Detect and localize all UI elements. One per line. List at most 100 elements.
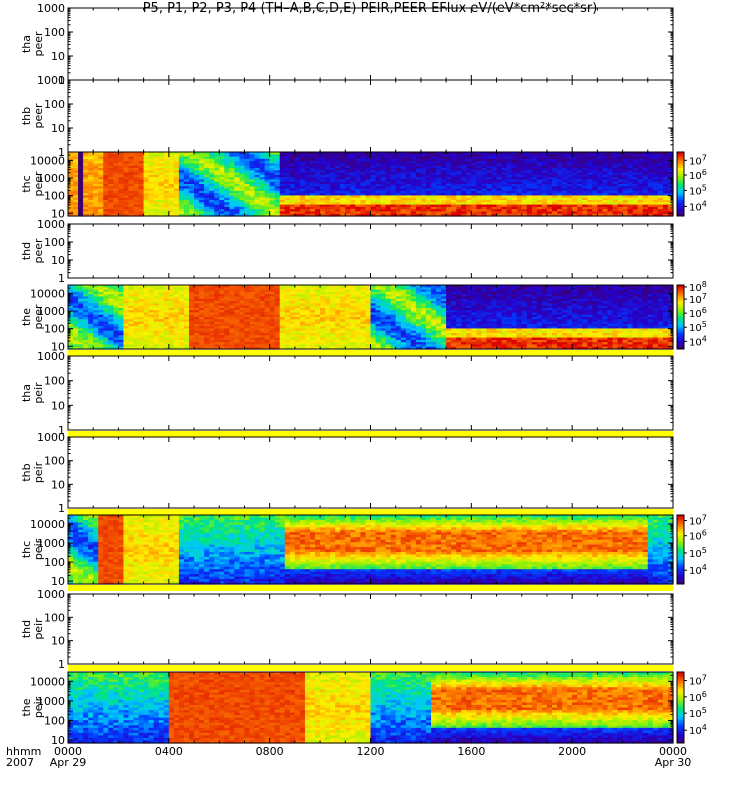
spectrogram-cell (451, 174, 457, 178)
spectrogram-cell (229, 165, 235, 169)
spectrogram-cell (178, 190, 185, 194)
spectrogram-cell (431, 168, 437, 171)
spectrogram-cell (279, 213, 286, 217)
spectrogram-cell (249, 202, 256, 206)
colorbar-exponent: 7 (702, 153, 707, 162)
spectrogram-cell (239, 152, 246, 155)
spectrogram-cell (400, 179, 407, 183)
spectrogram-cell (360, 152, 367, 155)
spectrogram-cell (375, 193, 382, 197)
spectrogram-cell (431, 206, 437, 210)
spectrogram-cell (461, 181, 467, 185)
spectrogram-cell (436, 163, 442, 167)
spectrogram-cell (83, 190, 89, 194)
spectrogram-cell (264, 202, 271, 206)
spectrogram-cell (158, 184, 165, 187)
spectrogram-cell (103, 188, 109, 192)
spectrogram-cell (294, 172, 301, 176)
spectrogram-cell (259, 170, 266, 174)
spectrogram-cell (476, 193, 483, 197)
spectrogram-cell (466, 190, 472, 194)
spectrogram-cell (486, 184, 493, 187)
spectrogram-cell (320, 181, 326, 185)
spectrogram-cell (415, 206, 422, 210)
spectrogram-cell (189, 177, 195, 181)
spectrogram-cell (229, 193, 235, 197)
spectrogram-cell (340, 170, 346, 174)
spectrogram-cell (148, 184, 155, 187)
spectrogram-cell (431, 161, 437, 165)
spectrogram-cell (294, 190, 301, 194)
spectrogram-cell (420, 184, 427, 187)
spectrogram-cell (229, 190, 235, 194)
spectrogram-cell (310, 211, 316, 215)
spectrogram-cell (284, 172, 291, 176)
spectrogram-cell (158, 200, 165, 203)
spectrogram-cell (158, 211, 165, 215)
spectrogram-cell (73, 158, 79, 162)
spectrogram-cell (370, 165, 377, 169)
spectrogram-cell (148, 174, 155, 178)
spectrogram-cell (340, 204, 346, 208)
spectrogram-cell (254, 161, 261, 165)
spectrogram-cell (299, 211, 306, 215)
spectrogram-cell (219, 202, 225, 206)
spectrogram-cell (254, 195, 261, 199)
spectrogram-cell (481, 195, 488, 199)
spectrogram-cell (73, 172, 79, 176)
spectrogram-cell (289, 161, 296, 165)
spectrogram-cell (299, 202, 306, 206)
spectrogram-cell (360, 181, 367, 185)
spectrogram-cell (123, 161, 130, 165)
spectrogram-cell (380, 179, 387, 183)
spectrogram-cell (259, 174, 266, 178)
spectrogram-cell (375, 197, 382, 201)
spectrogram-cell (370, 209, 377, 213)
spectrogram-cell (224, 179, 230, 183)
spectrogram-cell (103, 165, 109, 169)
spectrogram-cell (214, 190, 220, 194)
spectrogram-cell (158, 193, 165, 197)
spectrogram-cell (244, 158, 251, 162)
spectrogram-cell (420, 181, 427, 185)
spectrogram-cell (340, 154, 346, 158)
spectrogram-cell (219, 174, 225, 178)
spectrogram-cell (239, 170, 246, 174)
spectrogram-cell (219, 204, 225, 208)
spectrogram-cell (83, 174, 89, 178)
spectrogram-cell (93, 156, 99, 160)
spectrogram-cell (113, 177, 120, 181)
spectrogram-cell (128, 209, 135, 213)
spectrogram-cell (118, 172, 125, 176)
spectrogram-cell (264, 168, 271, 171)
spectrogram-cell (189, 206, 195, 210)
spectrogram-cell (128, 188, 135, 192)
spectrogram-cell (259, 181, 266, 185)
spectrogram-cell (133, 206, 140, 210)
spectrogram-cell (355, 152, 362, 155)
spectrogram-cell (88, 172, 94, 176)
spectrogram-cell (173, 158, 180, 162)
spectrogram-cell (390, 202, 397, 206)
spectrogram-cell (425, 188, 432, 192)
spectrogram-cell (395, 161, 402, 165)
spectrogram-cell (395, 168, 402, 171)
spectrogram-cell (93, 181, 99, 185)
spectrogram-cell (380, 206, 387, 210)
spectrogram-cell (194, 186, 200, 190)
spectrogram-cell (375, 184, 382, 187)
spectrogram-cell (451, 200, 457, 203)
spectrogram-cell (340, 165, 346, 169)
spectrogram-cell (158, 172, 165, 176)
spectrogram-cell (143, 211, 150, 215)
spectrogram-cell (83, 209, 89, 213)
spectrogram-cell (113, 195, 120, 199)
spectrogram-cell (486, 172, 493, 176)
spectrogram-cell (209, 211, 215, 215)
spectrogram-cell (118, 211, 125, 215)
spectrogram-cell (325, 174, 331, 178)
spectrogram-cell (299, 163, 306, 167)
spectrogram-cell (385, 213, 392, 217)
spectrogram-cell (310, 174, 316, 178)
spectrogram-cell (88, 213, 94, 217)
